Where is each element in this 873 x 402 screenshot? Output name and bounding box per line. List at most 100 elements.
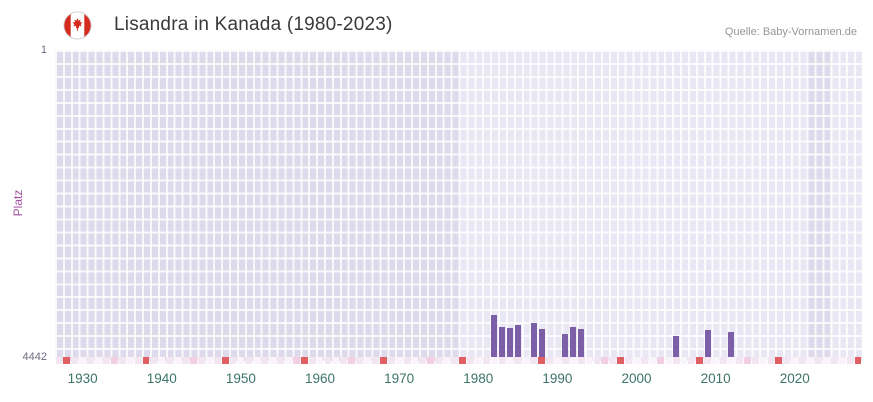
year-marker: [553, 357, 561, 364]
year-marker: [546, 357, 553, 364]
year-marker: [775, 357, 783, 364]
year-marker: [110, 357, 118, 364]
year-marker: [530, 357, 538, 364]
year-marker: [443, 357, 451, 364]
year-marker: [561, 357, 569, 364]
year-marker: [664, 357, 672, 364]
year-marker: [190, 357, 197, 364]
x-tick-label: 1970: [384, 371, 415, 386]
year-marker: [419, 357, 427, 364]
year-marker: [166, 357, 174, 364]
bar[interactable]: [514, 325, 521, 361]
year-marker: [799, 357, 807, 364]
year-marker: [751, 357, 759, 364]
year-marker: [182, 357, 189, 364]
year-marker: [514, 357, 522, 364]
year-marker: [688, 357, 696, 364]
year-marker: [854, 357, 862, 364]
year-marker: [538, 357, 546, 364]
year-marker: [245, 357, 253, 364]
year-marker: [490, 357, 498, 364]
year-marker: [71, 357, 79, 364]
year-marker: [79, 357, 87, 364]
year-marker: [767, 357, 775, 364]
year-marker: [617, 357, 625, 364]
year-marker: [435, 357, 443, 364]
year-marker: [277, 357, 284, 364]
y-tick-bottom: 4442: [22, 351, 47, 363]
year-marker: [656, 357, 664, 364]
year-marker: [704, 357, 712, 364]
year-marker: [300, 357, 308, 364]
year-marker: [569, 357, 577, 364]
x-tick-label: 1980: [463, 371, 494, 386]
year-marker: [316, 357, 324, 364]
year-marker: [379, 357, 387, 364]
bar[interactable]: [506, 327, 513, 361]
year-marker: [451, 357, 458, 364]
year-marker: [348, 357, 356, 364]
x-tick-label: 1990: [542, 371, 573, 386]
year-marker: [55, 357, 63, 364]
year-marker: [395, 357, 403, 364]
x-tick-label: 1930: [67, 371, 98, 386]
year-marker: [387, 357, 395, 364]
x-tick-label: 1940: [146, 371, 177, 386]
x-tick-label: 2010: [700, 371, 731, 386]
x-tick-label: 2020: [779, 371, 810, 386]
year-marker: [229, 357, 237, 364]
x-tick-label: 2000: [621, 371, 652, 386]
year-marker: [712, 357, 720, 364]
year-marker: [237, 357, 245, 364]
bar[interactable]: [499, 327, 505, 361]
year-marker: [308, 357, 316, 364]
year-marker: [720, 357, 727, 364]
year-marker: [735, 357, 743, 364]
year-marker: [126, 357, 134, 364]
x-tick-label: 1960: [305, 371, 336, 386]
year-marker: [403, 357, 411, 364]
year-marker: [174, 357, 182, 364]
year-marker: [63, 357, 71, 364]
chart-title: Lisandra in Kanada (1980-2023): [114, 14, 393, 35]
year-marker: [324, 357, 332, 364]
year-marker: [142, 357, 150, 364]
year-marker: [292, 357, 300, 364]
year-marker: [577, 357, 585, 364]
year-marker: [269, 357, 277, 364]
year-marker: [356, 357, 364, 364]
bar[interactable]: [530, 323, 537, 361]
year-marker: [364, 357, 371, 364]
year-marker: [340, 357, 348, 364]
year-marker: [102, 357, 110, 364]
year-marker: [783, 357, 791, 364]
year-marker: [680, 357, 688, 364]
year-marker: [648, 357, 656, 364]
source-credit: Quelle: Baby-Vornamen.de: [724, 26, 857, 38]
year-marker: [830, 357, 838, 364]
x-axis-labels: 1930 1940 1950 1960 1970 1980 1990 2000 2010 2020: [0, 371, 873, 391]
year-marker: [197, 357, 205, 364]
year-marker: [815, 357, 822, 364]
year-marker: [482, 357, 490, 364]
year-marker: [427, 357, 435, 364]
year-marker: [158, 357, 166, 364]
year-marker: [284, 357, 292, 364]
year-marker: [846, 357, 854, 364]
year-marker: [459, 357, 466, 364]
baseline-strip: [55, 357, 862, 364]
year-marker: [332, 357, 340, 364]
year-marker: [118, 357, 126, 364]
year-marker: [522, 357, 530, 364]
year-marker: [791, 357, 799, 364]
year-marker: [593, 357, 601, 364]
year-marker: [261, 357, 269, 364]
bar[interactable]: [570, 326, 577, 361]
year-marker: [640, 357, 648, 364]
year-marker: [474, 357, 482, 364]
y-axis-title: Platz: [11, 189, 25, 217]
year-marker: [506, 357, 514, 364]
bar[interactable]: [491, 314, 498, 361]
year-marker: [95, 357, 102, 364]
